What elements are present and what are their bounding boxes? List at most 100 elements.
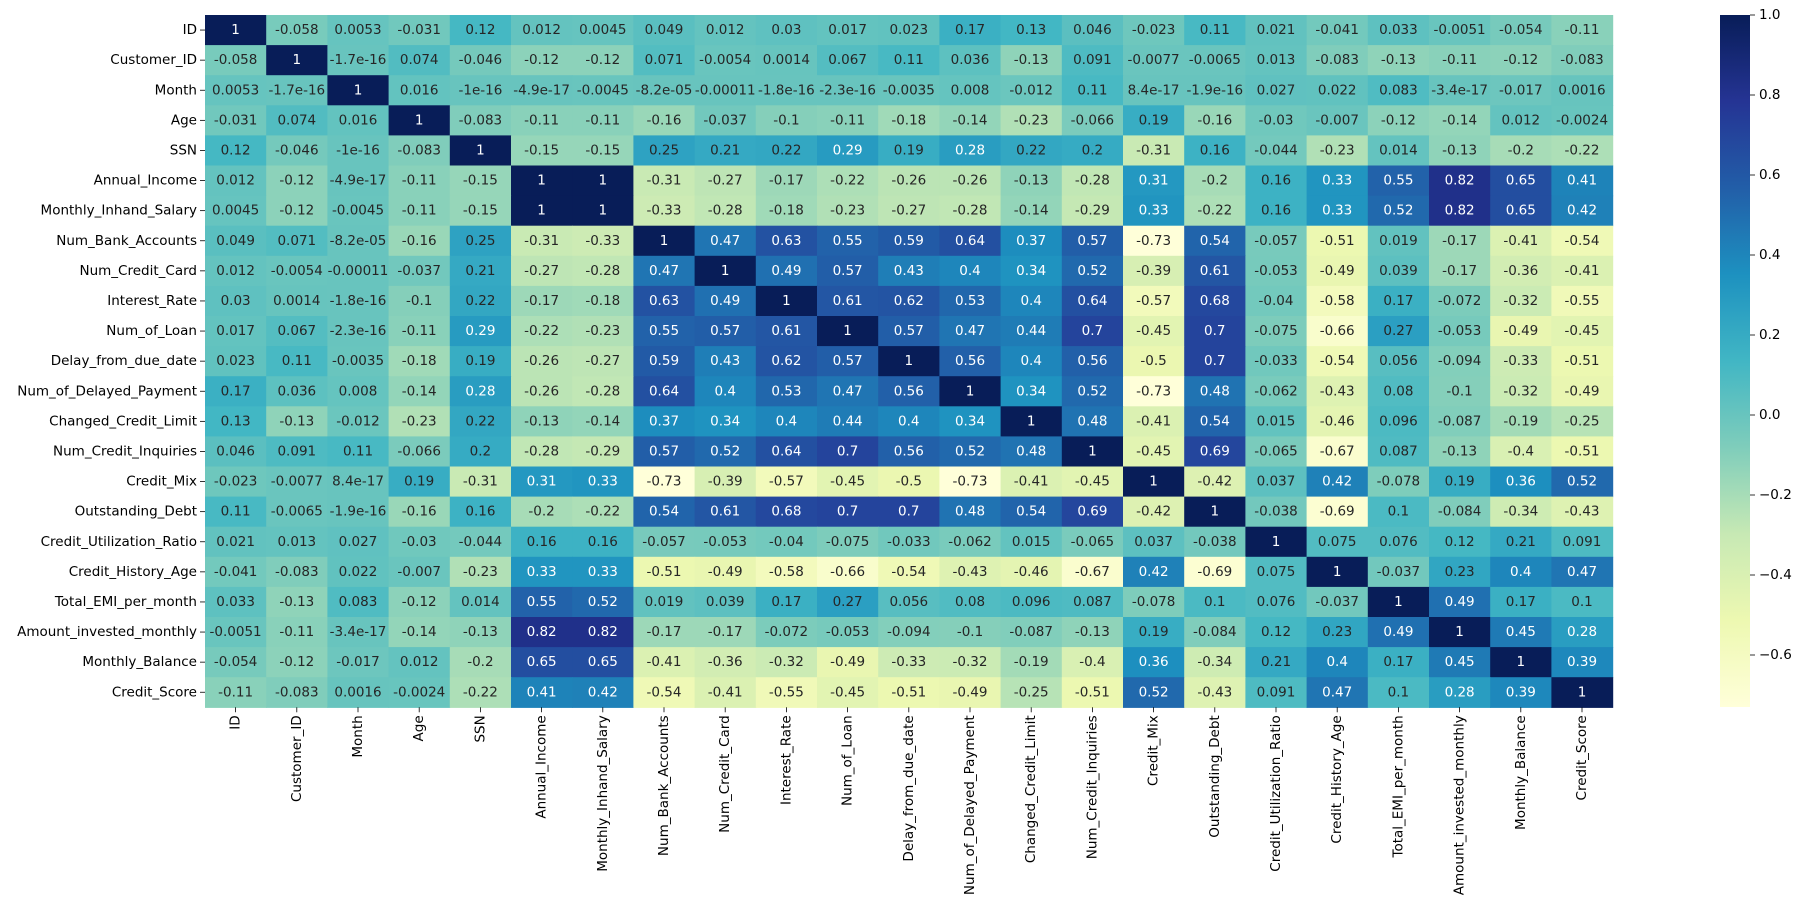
heatmap-cell-label: 0.31: [1139, 173, 1169, 189]
heatmap-cell-label: 0.0016: [334, 684, 381, 700]
heatmap-cell-label: -0.13: [1381, 52, 1416, 68]
heatmap-cell: [572, 45, 634, 76]
heatmap-cell: [327, 617, 390, 648]
heatmap-cell-label: 0.11: [221, 504, 251, 520]
heatmap-cell-label: -0.57: [1136, 293, 1171, 309]
heatmap-cell-label: -0.072: [765, 624, 809, 640]
heatmap-cell-label: -0.0065: [271, 504, 323, 520]
heatmap-cell-label: -0.2: [467, 654, 493, 670]
heatmap-cell: [755, 586, 818, 618]
heatmap-cell-label: -0.51: [647, 564, 682, 580]
heatmap-cell: [1490, 45, 1552, 76]
heatmap-cell-label: 0.44: [833, 413, 863, 429]
heatmap-cell-label: -0.18: [891, 112, 926, 128]
heatmap-cell-label: 0.37: [1016, 233, 1046, 249]
x-tick-label: Num_Credit_Inquiries: [1084, 715, 1100, 859]
heatmap-cell: [572, 105, 634, 136]
heatmap-cell: [939, 406, 1002, 437]
heatmap-cell: [1490, 225, 1552, 257]
heatmap-cell-label: -1.9e-16: [1186, 82, 1243, 98]
heatmap-cell: [205, 105, 267, 136]
heatmap-cell-label: 0.56: [894, 443, 924, 459]
heatmap-cell: [572, 406, 634, 437]
heatmap-cell-label: -0.49: [830, 654, 865, 670]
heatmap-cell-label: -0.12: [1503, 52, 1538, 68]
y-tick-label: Month: [155, 82, 197, 98]
colorbar-tick-label: −0.6: [1759, 647, 1792, 663]
heatmap-cell-label: -0.33: [647, 203, 682, 219]
heatmap-cell: [1429, 677, 1491, 708]
heatmap-cell: [1000, 677, 1063, 708]
heatmap-cell: [633, 195, 696, 227]
heatmap-cell-label: 0.49: [1383, 624, 1413, 640]
heatmap-cell: [572, 556, 634, 588]
heatmap-cell: [633, 75, 696, 106]
heatmap-cell-label: 0.0053: [334, 22, 381, 38]
heatmap-cell: [511, 526, 573, 558]
heatmap-cell: [266, 316, 328, 347]
heatmap-cell-label: 0.42: [1567, 203, 1597, 219]
heatmap-cell: [1306, 255, 1369, 287]
heatmap-cell: [511, 285, 573, 317]
heatmap-cell-label: -0.054: [214, 654, 258, 670]
heatmap-cell: [1123, 285, 1185, 317]
heatmap-cell-label: -0.31: [1136, 142, 1171, 158]
heatmap-cell-label: -0.33: [1503, 353, 1538, 369]
heatmap-cell: [388, 677, 451, 708]
heatmap-cell-label: -0.39: [708, 474, 743, 490]
heatmap-cell-label: 0.033: [216, 594, 255, 610]
heatmap-cell: [694, 45, 757, 76]
heatmap-cell-label: -0.17: [708, 624, 743, 640]
heatmap-cell: [755, 466, 818, 498]
heatmap-cell: [266, 406, 328, 437]
heatmap-cell: [1490, 617, 1552, 648]
heatmap-cell: [1245, 255, 1308, 287]
heatmap-cell-label: -0.17: [1442, 263, 1477, 279]
heatmap-cell-label: -0.15: [463, 173, 498, 189]
heatmap-cell-label: 0.08: [1383, 383, 1413, 399]
y-tick-label: Annual_Income: [94, 173, 197, 189]
heatmap-cell: [205, 135, 267, 167]
heatmap-cell: [572, 436, 634, 468]
heatmap-cell: [1367, 617, 1430, 648]
heatmap-cell: [694, 677, 757, 708]
heatmap-cell-label: 0.52: [1077, 383, 1107, 399]
heatmap-cell: [878, 436, 940, 468]
heatmap-cell: [572, 285, 634, 317]
heatmap-cell: [1184, 195, 1246, 227]
heatmap-cell-label: 0.046: [216, 443, 255, 459]
x-tick-label: Total_EMI_per_month: [1390, 715, 1406, 858]
heatmap-cell: [694, 376, 757, 407]
heatmap-cell-label: 0.69: [1200, 443, 1230, 459]
heatmap-cell-label: 0.22: [1016, 142, 1046, 158]
heatmap-cell-label: 0.039: [706, 594, 745, 610]
heatmap-cell-label: -0.0051: [210, 624, 262, 640]
heatmap-cell: [1184, 15, 1246, 46]
heatmap-cell-label: -0.084: [1438, 504, 1482, 520]
colorbar-tick-label: 0.2: [1759, 327, 1780, 343]
heatmap-cell: [1000, 165, 1063, 197]
heatmap-cell: [1245, 285, 1308, 317]
heatmap-cell-label: -0.13: [463, 624, 498, 640]
heatmap-cell: [1123, 556, 1185, 588]
heatmap-cell: [1184, 436, 1246, 468]
heatmap-cell-label: 0.61: [1200, 263, 1230, 279]
heatmap-cell: [327, 436, 390, 468]
heatmap-cell-label: -0.031: [397, 22, 441, 38]
heatmap-cell-label: 0.57: [894, 323, 924, 339]
heatmap-cell: [1184, 45, 1246, 76]
heatmap-cell-label: -3.4e-17: [1431, 82, 1488, 98]
heatmap-cell-label: -0.087: [1438, 413, 1482, 429]
heatmap-cell-label: -0.19: [1503, 413, 1538, 429]
heatmap-cell: [572, 526, 634, 558]
heatmap-cell-label: 0.037: [1257, 474, 1296, 490]
heatmap-cell-label: 0.39: [1567, 654, 1597, 670]
heatmap-cell-label: 0.54: [1016, 504, 1046, 520]
heatmap-cell-label: 0.65: [1506, 173, 1536, 189]
heatmap-cell: [1551, 677, 1614, 708]
heatmap-cell-label: -0.14: [402, 383, 437, 399]
heatmap-cell-label: 0.48: [1016, 443, 1046, 459]
heatmap-cell-label: 0.53: [771, 383, 801, 399]
heatmap-cell: [633, 617, 696, 648]
heatmap-cell-label: 0.008: [951, 82, 990, 98]
